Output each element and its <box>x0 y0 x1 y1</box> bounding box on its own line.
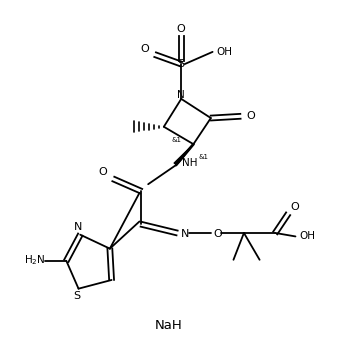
Text: S: S <box>178 59 185 69</box>
Text: N: N <box>74 222 83 232</box>
Text: H$_2$N: H$_2$N <box>24 253 46 267</box>
Text: S: S <box>73 291 80 301</box>
Text: NaH: NaH <box>155 319 183 332</box>
Text: &1: &1 <box>199 154 209 160</box>
Text: &1: &1 <box>171 137 181 143</box>
Text: N: N <box>181 229 190 239</box>
Text: N: N <box>177 91 185 100</box>
Polygon shape <box>174 144 194 163</box>
Text: OH: OH <box>299 231 315 241</box>
Text: O: O <box>214 229 222 239</box>
Text: O: O <box>140 44 149 54</box>
Text: O: O <box>98 167 107 177</box>
Text: O: O <box>290 202 299 212</box>
Text: O: O <box>247 111 255 121</box>
Text: OH: OH <box>217 47 233 57</box>
Text: O: O <box>177 24 186 34</box>
Text: NH: NH <box>182 158 198 168</box>
